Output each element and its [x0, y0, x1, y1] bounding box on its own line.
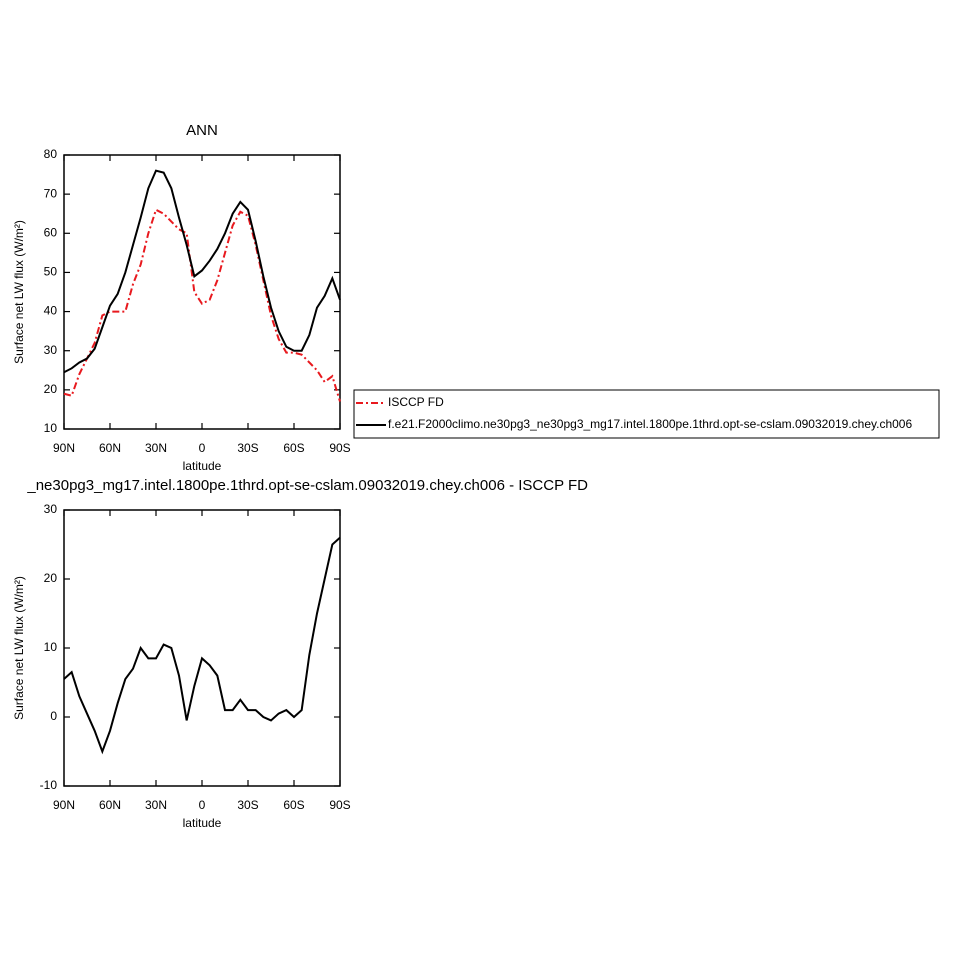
legend-box	[353, 389, 940, 439]
y-tick-label: 40	[44, 304, 58, 318]
y-tick-label: 60	[44, 225, 58, 239]
x-axis-label: latitude	[183, 816, 222, 830]
y-axis-label: Surface net LW flux (W/m²)	[12, 220, 26, 364]
y-tick-label: 10	[44, 640, 58, 654]
y-tick-label: 10	[44, 421, 58, 435]
x-tick-label: 60N	[99, 441, 121, 455]
y-tick-label: 80	[44, 147, 58, 161]
legend-label: ISCCP FD	[388, 395, 444, 409]
x-tick-label: 90N	[53, 798, 75, 812]
data-line	[63, 536, 341, 755]
x-tick-label: 30N	[145, 441, 167, 455]
y-tick-label: -10	[40, 778, 58, 792]
x-tick-label: 60S	[283, 798, 304, 812]
x-tick-label: 90S	[329, 798, 350, 812]
x-tick-label: 30S	[237, 441, 258, 455]
plot-frame	[63, 154, 341, 430]
x-tick-label: 90S	[329, 441, 350, 455]
x-tick-label: 0	[199, 798, 206, 812]
y-tick-label: 20	[44, 382, 58, 396]
y-tick-label: 30	[44, 343, 58, 357]
x-tick-label: 90N	[53, 441, 75, 455]
x-tick-label: 30N	[145, 798, 167, 812]
x-tick-label: 60N	[99, 798, 121, 812]
y-tick-label: 30	[44, 502, 58, 516]
data-line	[63, 169, 341, 374]
data-line	[63, 208, 341, 402]
x-tick-label: 60S	[283, 441, 304, 455]
y-tick-label: 70	[44, 186, 58, 200]
x-tick-label: 30S	[237, 798, 258, 812]
x-axis-label: latitude	[183, 459, 222, 473]
y-tick-label: 20	[44, 571, 58, 585]
chart-title: _ne30pg3_mg17.intel.1800pe.1thrd.opt-se-…	[26, 477, 588, 494]
x-tick-label: 0	[199, 441, 206, 455]
legend-label: f.e21.F2000climo.ne30pg3_ne30pg3_mg17.in…	[388, 417, 912, 431]
y-tick-label: 50	[44, 265, 58, 279]
chart-title: ANN	[186, 122, 218, 139]
y-tick-label: 0	[50, 709, 57, 723]
y-axis-label: Surface net LW flux (W/m²)	[12, 576, 26, 720]
